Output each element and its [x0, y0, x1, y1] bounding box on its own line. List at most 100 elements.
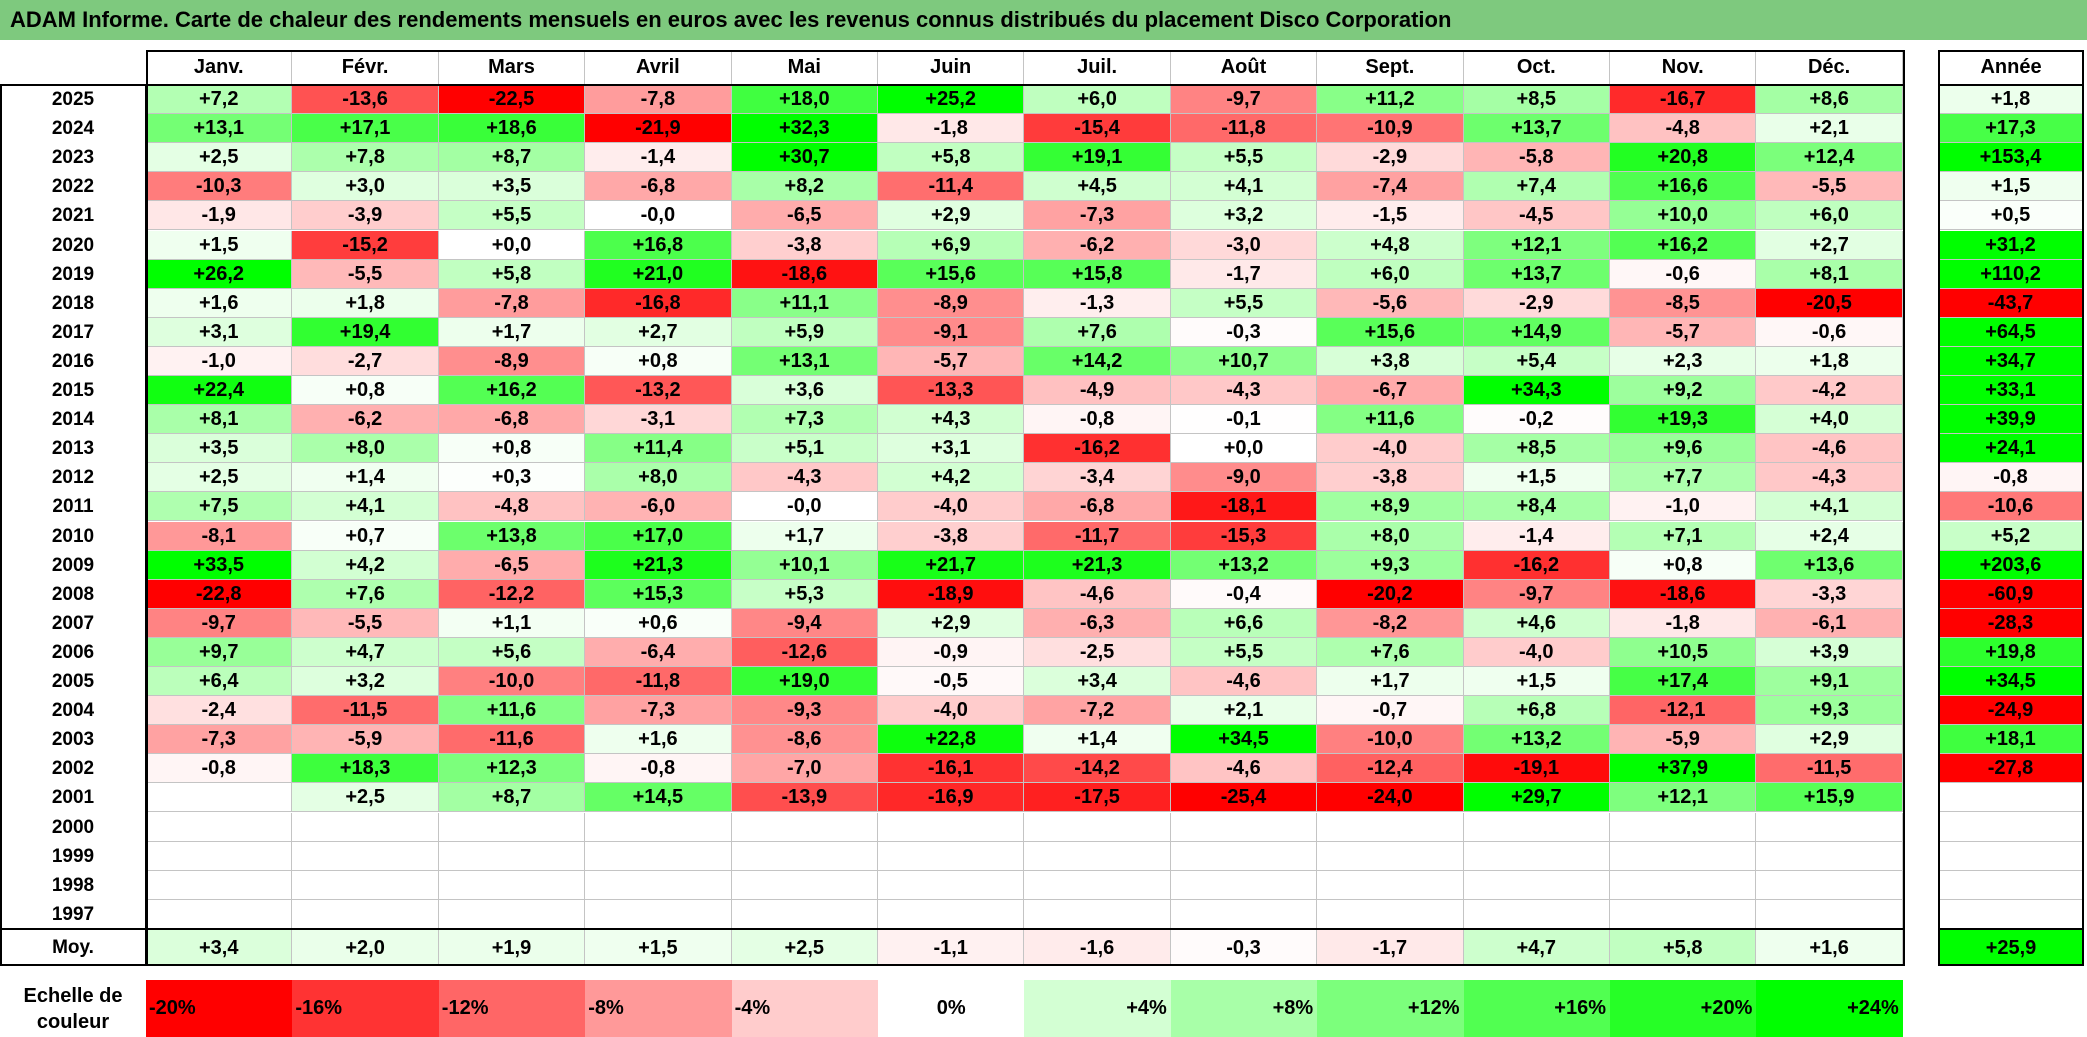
heatmap-cell: +15,6	[1317, 317, 1464, 347]
color-scale-swatch: -12%	[438, 980, 586, 1037]
heatmap-cell: +6,6	[1170, 608, 1318, 638]
heatmap-cell: +4,2	[878, 463, 1025, 493]
heatmap-cell	[1610, 812, 1757, 842]
heatmap-cell: -1,4	[1463, 521, 1610, 551]
heatmap-cell: -6,8	[1024, 492, 1171, 522]
heatmap-cell: -0,6	[1756, 317, 1903, 347]
heatmap-cell: +11,4	[585, 434, 732, 464]
heatmap-cell: +7,4	[1463, 172, 1610, 202]
heatmap-cell: -10,3	[146, 172, 293, 202]
heatmap-cell: +0,7	[292, 521, 439, 551]
heatmap-cell: -10,0	[438, 667, 586, 697]
heatmap-cell: +2,9	[878, 201, 1025, 231]
heatmap-cell: +4,8	[1317, 230, 1464, 260]
heatmap-cell: -1,8	[878, 114, 1025, 144]
year-total-cell: -60,9	[1938, 579, 2084, 609]
heatmap-cell: +1,1	[438, 608, 586, 638]
year-total-cell: +24,1	[1938, 434, 2084, 464]
heatmap-cell: +37,9	[1610, 754, 1757, 784]
heatmap-cell: -9,4	[731, 608, 878, 638]
heatmap-cell: -9,7	[146, 608, 293, 638]
monthly-average-cell: +3,4	[146, 930, 293, 966]
heatmap-cell: -12,4	[1317, 754, 1464, 784]
heatmap-cell: +6,0	[1024, 85, 1171, 115]
heatmap-cell: +33,5	[146, 550, 293, 580]
heatmap-cell: +9,3	[1756, 696, 1903, 726]
heatmap-cell	[1170, 812, 1318, 842]
heatmap-cell: +2,3	[1610, 346, 1757, 376]
heatmap-cell: -24,0	[1317, 783, 1464, 813]
heatmap-cell: -5,7	[1610, 317, 1757, 347]
color-scale-swatch: -20%	[146, 980, 293, 1037]
monthly-average-cell: +5,8	[1610, 930, 1757, 966]
heatmap-cell: -0,9	[878, 637, 1025, 667]
heatmap-cell: -9,0	[1170, 463, 1318, 493]
heatmap-cell: +8,7	[438, 783, 586, 813]
heatmap-cell	[1463, 841, 1610, 871]
heatmap-cell: -8,9	[438, 346, 586, 376]
heatmap-cell: -3,8	[1317, 463, 1464, 493]
overall-average-cell: +25,9	[1938, 930, 2084, 966]
heatmap-cell: +18,6	[438, 114, 586, 144]
heatmap-cell	[1024, 812, 1171, 842]
heatmap-cell: +11,6	[438, 696, 586, 726]
heatmap-cell: +5,1	[731, 434, 878, 464]
year-label: 2016	[51, 350, 95, 372]
heatmap-cell: +13,6	[1756, 550, 1903, 580]
heatmap-cell: +2,5	[292, 783, 439, 813]
heatmap-cell: -6,5	[731, 201, 878, 231]
heatmap-cell: +1,6	[146, 288, 293, 318]
heatmap-cell: +4,1	[1756, 492, 1903, 522]
heatmap-cell: -9,7	[1170, 85, 1318, 115]
heatmap-cell	[146, 812, 293, 842]
color-scale-swatch: +16%	[1463, 980, 1610, 1037]
heatmap-cell: +8,1	[146, 405, 293, 435]
heatmap-cell: -4,6	[1170, 754, 1318, 784]
heatmap-cell: +2,5	[146, 143, 293, 173]
year-total-cell: +34,7	[1938, 346, 2084, 376]
heatmap-cell: -4,3	[1170, 376, 1318, 406]
heatmap-cell: +13,1	[731, 346, 878, 376]
color-scale-swatch: +12%	[1317, 980, 1464, 1037]
heatmap-cell: +8,1	[1756, 259, 1903, 289]
month-header: Juin	[878, 50, 1025, 85]
heatmap-cell: +4,5	[1024, 172, 1171, 202]
heatmap-cell: +9,1	[1756, 667, 1903, 697]
heatmap-cell: +13,1	[146, 114, 293, 144]
color-scale-swatch: +24%	[1756, 980, 1903, 1037]
color-scale-swatch: 0%	[878, 980, 1025, 1037]
heatmap-cell: -0,8	[146, 754, 293, 784]
heatmap-cell: -16,2	[1463, 550, 1610, 580]
heatmap-cell: -4,0	[1317, 434, 1464, 464]
heatmap-cell: -10,9	[1317, 114, 1464, 144]
heatmap-cell	[438, 899, 586, 929]
heatmap-cell: -7,3	[1024, 201, 1171, 231]
heatmap-cell: -0,8	[1024, 405, 1171, 435]
heatmap-cell: -4,2	[1756, 376, 1903, 406]
heatmap-cell: +6,0	[1317, 259, 1464, 289]
heatmap-cell: +12,4	[1756, 143, 1903, 173]
year-total-cell: +1,5	[1938, 172, 2084, 202]
heatmap-cell: -12,1	[1610, 696, 1757, 726]
heatmap-cell: +2,9	[878, 608, 1025, 638]
heatmap-cell: -1,0	[146, 346, 293, 376]
monthly-average-cell: +4,7	[1463, 930, 1610, 966]
heatmap-cell	[731, 870, 878, 900]
heatmap-cell: +3,5	[438, 172, 586, 202]
heatmap-cell: -2,9	[1317, 143, 1464, 173]
monthly-average-cell: +2,5	[731, 930, 878, 966]
heatmap-cell: -11,8	[1170, 114, 1318, 144]
heatmap-cell: -8,9	[878, 288, 1025, 318]
header-separator	[146, 84, 1905, 86]
heatmap-cell	[146, 899, 293, 929]
monthly-average-cell: +1,9	[438, 930, 586, 966]
heatmap-cell: +15,3	[585, 579, 732, 609]
year-label: 2002	[51, 758, 95, 780]
year-total-cell: +153,4	[1938, 143, 2084, 173]
heatmap-cell: +3,1	[878, 434, 1025, 464]
heatmap-cell: -6,8	[438, 405, 586, 435]
heatmap-cell: +16,8	[585, 230, 732, 260]
year-label: 2009	[51, 554, 95, 576]
color-scale-label: Echelle de couleur	[23, 985, 123, 1033]
heatmap-cell	[292, 899, 439, 929]
